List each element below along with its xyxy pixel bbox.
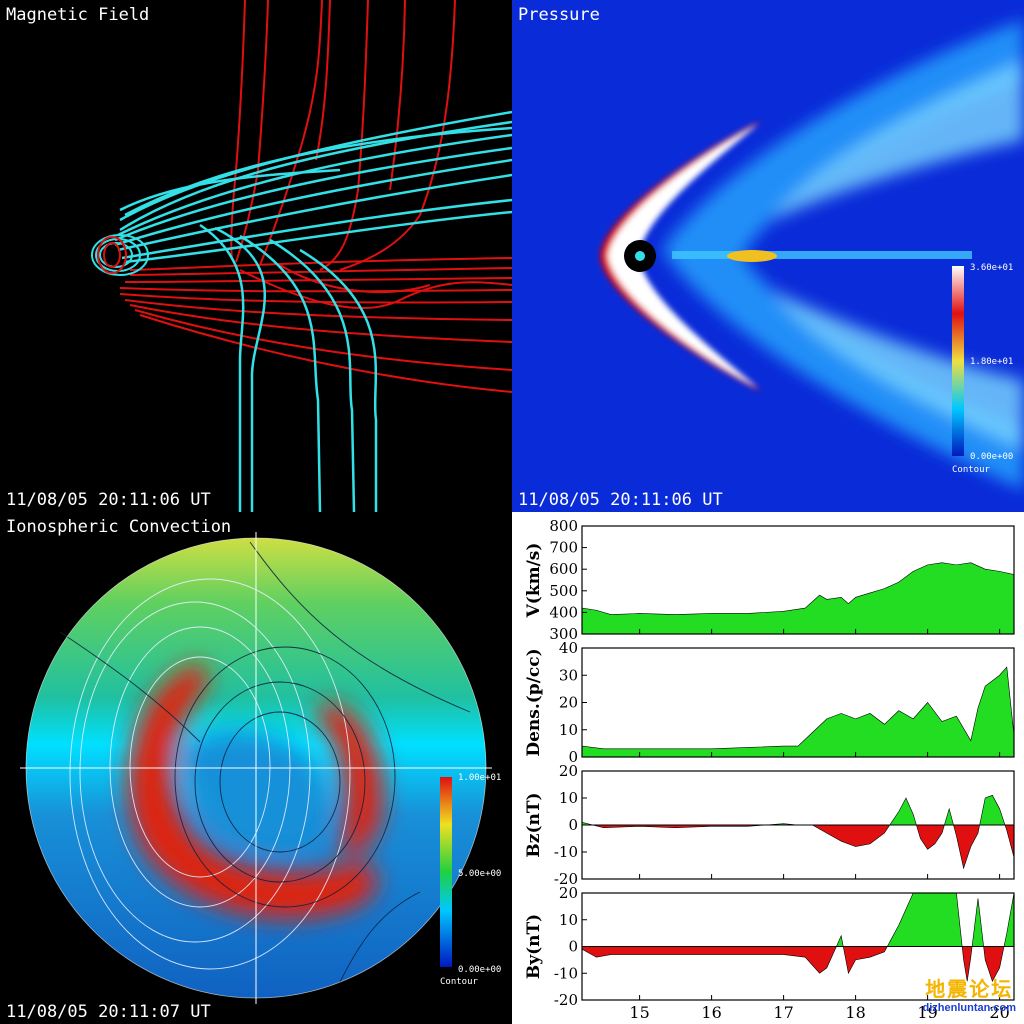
watermark-logo-text: 地震论坛 bbox=[925, 977, 1014, 1001]
solar-wind-panel: 800 700 600 500 400 300 V(km/s) 40 30 20 10 0 Dens.(… bbox=[512, 512, 1024, 1024]
colorbar-caption: Contour bbox=[952, 465, 991, 475]
plot-frame bbox=[581, 525, 1015, 635]
y-tick-label: -20 bbox=[554, 870, 578, 888]
colorbar-mid-label: 1.80e+01 bbox=[970, 357, 1013, 367]
y-tick-label: 400 bbox=[549, 603, 578, 621]
x-tick-label: 17 bbox=[773, 1003, 793, 1022]
y-axis-label: Dens.(p/cc) bbox=[524, 648, 544, 756]
y-tick-label: 30 bbox=[559, 666, 578, 684]
colorbar-min-label: 0.00e+00 bbox=[458, 965, 501, 975]
y-tick-label: 40 bbox=[559, 639, 578, 657]
ionosphere-panel: 1.00e+01 5.00e+00 0.00e+00 Contour Ionos… bbox=[0, 512, 512, 1024]
ionosphere-plot: 1.00e+01 5.00e+00 0.00e+00 Contour bbox=[20, 532, 501, 1004]
x-tick-label: 19 bbox=[917, 1003, 937, 1022]
y-tick-label: 300 bbox=[549, 625, 578, 643]
colorbar-max-label: 1.00e+01 bbox=[458, 773, 501, 783]
pressure-panel: 3.60e+01 1.80e+01 0.00e+00 Contour Press… bbox=[512, 0, 1024, 512]
colorbar-max-label: 3.60e+01 bbox=[970, 263, 1013, 273]
y-tick-label: 0 bbox=[568, 748, 578, 766]
colorbar-caption: Contour bbox=[440, 977, 479, 987]
series-area-positive bbox=[582, 893, 1014, 947]
magnetic-field-plot bbox=[91, 0, 512, 512]
panel-title: Pressure bbox=[518, 5, 600, 25]
y-tick-label: 10 bbox=[559, 789, 578, 807]
y-tick-label: 20 bbox=[559, 884, 578, 902]
y-tick-label: -10 bbox=[554, 843, 578, 861]
y-axis-label: V(km/s) bbox=[524, 543, 544, 619]
y-tick-label: 500 bbox=[549, 582, 578, 600]
timestamp: 11/08/05 20:11:07 UT bbox=[6, 1002, 211, 1022]
series-area-negative bbox=[582, 825, 1014, 870]
series-area-negative bbox=[582, 946, 1014, 983]
pressure-colorbar bbox=[952, 266, 964, 456]
x-tick-label: 20 bbox=[989, 1003, 1009, 1022]
ionosphere-colorbar bbox=[440, 777, 452, 967]
x-tick-label: 18 bbox=[845, 1003, 865, 1022]
y-tick-label: -10 bbox=[554, 964, 578, 982]
y-tick-label: 20 bbox=[559, 694, 578, 712]
x-tick-label: 15 bbox=[629, 1003, 649, 1022]
timestamp: 11/08/05 20:11:06 UT bbox=[518, 490, 723, 510]
y-tick-label: 10 bbox=[559, 721, 578, 739]
y-tick-label: 600 bbox=[549, 560, 578, 578]
site-watermark: 地震论坛 dizhenluntan.com bbox=[923, 973, 1017, 1014]
y-axis-label: Bz(nT) bbox=[524, 792, 544, 857]
y-tick-label: 0 bbox=[568, 938, 578, 956]
series-area-positive bbox=[582, 794, 1014, 825]
y-tick-label: 10 bbox=[559, 911, 578, 929]
series-area bbox=[582, 562, 1014, 634]
y-tick-label: 700 bbox=[549, 539, 578, 557]
y-axis-label: By(nT) bbox=[524, 914, 544, 979]
series-area-positive bbox=[582, 666, 1014, 757]
colorbar-mid-label: 5.00e+00 bbox=[458, 869, 501, 879]
magnetic-field-panel: Magnetic Field 11/08/05 20:11:06 UT bbox=[0, 0, 512, 512]
panel-title: Magnetic Field bbox=[6, 5, 150, 25]
colorbar-min-label: 0.00e+00 bbox=[970, 452, 1013, 462]
x-tick-label: 16 bbox=[701, 1003, 721, 1022]
pressure-plot: 3.60e+01 1.80e+01 0.00e+00 Contour bbox=[512, 0, 1024, 512]
timestamp: 11/08/05 20:11:06 UT bbox=[6, 490, 211, 510]
y-tick-label: 20 bbox=[559, 762, 578, 780]
y-tick-label: 800 bbox=[549, 517, 578, 535]
y-tick-label: -20 bbox=[554, 991, 578, 1009]
solar-wind-chart: 800 700 600 500 400 300 V(km/s) 40 30 20 10 0 Dens.(… bbox=[524, 517, 1015, 1022]
watermark-url: dizhenluntan.com bbox=[922, 1002, 1017, 1014]
panel-title: Ionospheric Convection bbox=[6, 517, 232, 537]
y-tick-label: 0 bbox=[568, 816, 578, 834]
